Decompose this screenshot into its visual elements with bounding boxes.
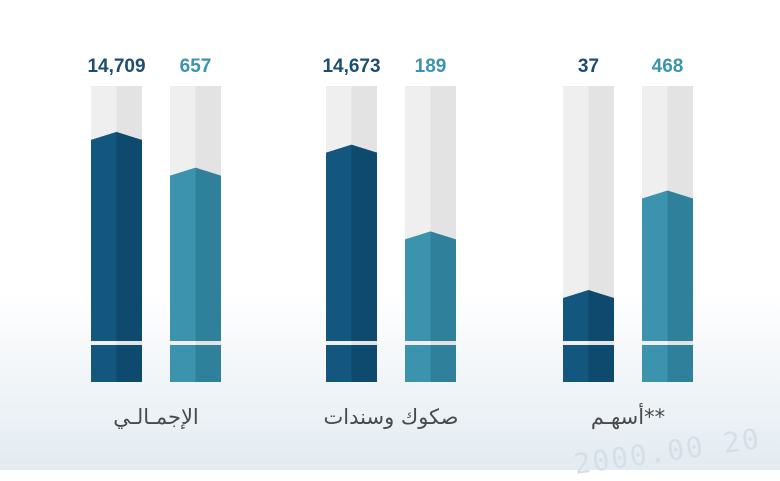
bar	[405, 231, 431, 341]
value-label: 37	[578, 56, 599, 77]
bar-base	[642, 345, 668, 382]
bar-chart: 14,709 657 الإجمـالـي 14,673 189 صكوك وسندات 3…	[87, 56, 693, 430]
value-label: 14,673	[322, 56, 380, 77]
bar-base	[563, 345, 589, 382]
bar-base	[170, 345, 196, 382]
bar-shade	[588, 290, 614, 341]
value-label: 14,709	[87, 56, 145, 77]
bar-base-shade	[430, 345, 456, 382]
bar	[563, 290, 589, 341]
bar-shade	[195, 167, 221, 341]
category-label: صكوك وسندات	[324, 405, 459, 429]
bar-base	[405, 345, 431, 382]
bar-base	[326, 345, 352, 382]
bar-shade	[351, 144, 377, 341]
bar-base-shade	[351, 345, 377, 382]
category-label: الإجمـالـي	[113, 405, 199, 429]
value-label: 189	[415, 56, 447, 77]
category-label: **أسهـم	[591, 403, 665, 430]
bar	[642, 190, 668, 341]
bar	[170, 167, 196, 341]
bar-base	[91, 345, 117, 382]
bar-base-shade	[667, 345, 693, 382]
bar-shade	[667, 190, 693, 341]
bar-base-shade	[195, 345, 221, 382]
bar	[91, 131, 117, 341]
bar-base-shade	[116, 345, 142, 382]
value-label: 468	[652, 56, 684, 77]
bar	[326, 144, 352, 341]
value-label: 657	[180, 56, 212, 77]
bar-shade	[116, 131, 142, 341]
bar-shade	[430, 231, 456, 341]
bar-base-shade	[588, 345, 614, 382]
